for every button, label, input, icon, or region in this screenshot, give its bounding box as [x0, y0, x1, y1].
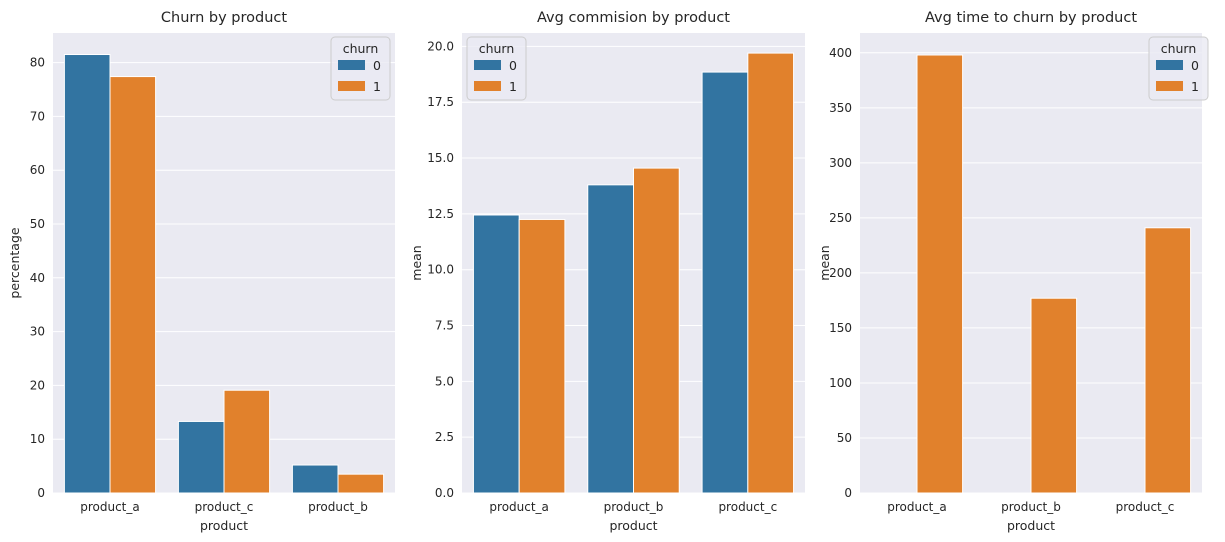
y-tick-label: 7.5	[435, 319, 454, 333]
bar-product_a-churn-0	[63, 54, 111, 494]
y-tick-label: 2.5	[435, 430, 454, 444]
y-tick-label: 80	[30, 56, 45, 70]
y-tick-label: 250	[829, 211, 852, 225]
y-tick-label: 350	[829, 101, 852, 115]
y-tick-label: 10.0	[427, 263, 454, 277]
bar-product_a-churn-1	[109, 76, 157, 494]
legend: churn 0 1	[466, 36, 527, 101]
y-tick-label: 400	[829, 46, 852, 60]
x-tick-label: product_c	[718, 500, 777, 514]
legend: churn 0 1	[330, 36, 391, 101]
y-axis-label: percentage	[7, 227, 22, 298]
y-tick-label: 50	[837, 431, 852, 445]
y-tick-label: 300	[829, 156, 852, 170]
chart-title: Churn by product	[161, 10, 287, 26]
legend-label-0: 0	[1191, 58, 1199, 73]
legend-swatch-0	[1156, 60, 1183, 70]
y-tick-label: 10	[30, 432, 45, 446]
chart-title: Avg time to churn by product	[925, 10, 1137, 26]
bar-product_b-churn-1	[633, 167, 680, 494]
bar-product_b-churn-0	[587, 184, 634, 494]
bar-product_c-churn-1	[223, 389, 271, 494]
y-axis-label: mean	[817, 245, 832, 280]
x-tick-label: product_a	[489, 500, 549, 514]
y-tick-label: 60	[30, 163, 45, 177]
legend: churn 0 1	[1148, 36, 1209, 101]
y-tick-label: 0	[844, 486, 852, 500]
x-tick-label: product_b	[308, 500, 368, 514]
y-tick-label: 15.0	[427, 151, 454, 165]
y-tick-label: 100	[829, 376, 852, 390]
legend-label-1: 1	[509, 79, 517, 94]
bar-product_a-churn-1	[518, 218, 566, 494]
bar-product_a-churn-0	[472, 214, 520, 494]
bar-product_b-churn-0	[291, 464, 339, 494]
legend-label-1: 1	[373, 79, 381, 94]
legend-label-0: 0	[373, 58, 381, 73]
bar-product_a-churn-1	[916, 54, 964, 494]
y-tick-label: 40	[30, 271, 45, 285]
x-axis-label: product	[200, 518, 248, 533]
y-tick-label: 12.5	[427, 207, 454, 221]
legend-title: churn	[343, 41, 379, 56]
bar-product_c-churn-0	[701, 71, 749, 494]
legend-swatch-1	[1156, 81, 1183, 91]
chart-avg-commision-by-product: 0.0 2.5 5.0 7.5 10.0 12.5 15.0 17.5 20.0 product_…	[409, 10, 805, 533]
y-tick-label: 17.5	[427, 95, 454, 109]
legend-swatch-0	[338, 60, 365, 70]
x-tick-label: product_c	[195, 500, 254, 514]
x-axis-label: product	[1007, 518, 1055, 533]
x-tick-label: product_a	[887, 500, 947, 514]
y-tick-label: 50	[30, 217, 45, 231]
x-tick-label: product_b	[1001, 500, 1061, 514]
legend-title: churn	[1161, 41, 1197, 56]
bar-product_b-churn-1	[1030, 297, 1078, 494]
y-tick-label: 200	[829, 266, 852, 280]
y-tick-label: 20	[30, 378, 45, 392]
bar-product_c-churn-0	[177, 420, 225, 494]
bar-product_c-churn-1	[747, 52, 795, 494]
x-tick-label: product_a	[80, 500, 140, 514]
legend-label-1: 1	[1191, 79, 1199, 94]
y-tick-label: 150	[829, 321, 852, 335]
legend-swatch-1	[474, 81, 501, 91]
legend-title: churn	[479, 41, 515, 56]
x-axis-label: product	[609, 518, 657, 533]
y-tick-label: 5.0	[435, 374, 454, 388]
y-tick-label: 20.0	[427, 39, 454, 53]
bar-product_c-churn-1	[1144, 227, 1192, 494]
x-tick-label: product_b	[604, 500, 664, 514]
legend-label-0: 0	[509, 58, 517, 73]
y-tick-label: 0	[37, 486, 45, 500]
y-tick-label: 30	[30, 325, 45, 339]
x-tick-label: product_c	[1116, 500, 1175, 514]
legend-swatch-1	[338, 81, 365, 91]
chart-title: Avg commision by product	[537, 10, 730, 26]
y-tick-label: 70	[30, 109, 45, 123]
bar-product_b-churn-1	[337, 473, 385, 494]
y-tick-label: 0.0	[435, 486, 454, 500]
y-axis-label: mean	[409, 245, 424, 280]
legend-swatch-0	[474, 60, 501, 70]
